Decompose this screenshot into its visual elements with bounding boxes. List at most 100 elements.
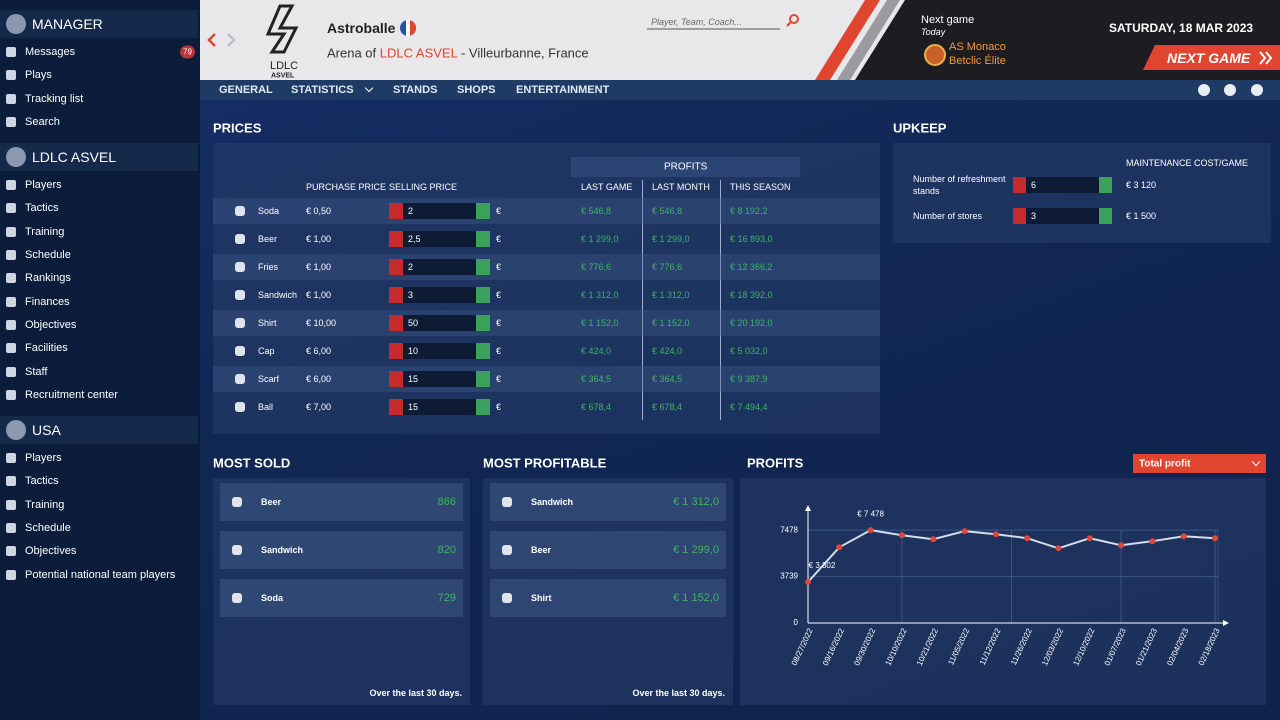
minus-button[interactable] [389,231,403,247]
nav-item[interactable]: Messages [25,46,76,58]
price-input[interactable] [403,259,476,275]
item-value: 866 [437,496,456,508]
search-icon[interactable] [789,14,799,24]
nav-item[interactable]: Training [25,225,65,238]
minus-button[interactable] [389,315,403,331]
price-input[interactable] [403,203,476,219]
count-input[interactable] [1026,177,1099,193]
minus-button[interactable] [389,399,403,415]
data-point [836,544,843,551]
plus-button[interactable] [476,315,490,331]
x-tick-label: 02/04/2023 [1165,626,1190,667]
x-tick-label: 02/18/2023 [1197,626,1222,667]
minus-button[interactable] [389,203,403,219]
price-input[interactable] [403,287,476,303]
nav-item[interactable]: Search [25,115,60,128]
icon [235,402,245,412]
toolbar-icon[interactable] [1224,84,1236,96]
row-bg [213,198,880,224]
icon [6,180,16,190]
tab[interactable]: SHOPS [457,84,496,96]
logo-text: LDLC [270,60,299,72]
icon [235,262,245,272]
plus-button[interactable] [476,287,490,303]
nav-item[interactable]: Schedule [25,248,71,261]
plus-button[interactable] [476,203,490,219]
tab[interactable]: GENERAL [219,84,273,96]
plus-button[interactable] [476,343,490,359]
price-input[interactable] [403,315,476,331]
nav-item[interactable]: Finances [25,295,70,308]
section-title[interactable]: LDLC ASVEL [32,149,117,165]
price-input[interactable] [403,231,476,247]
section-title[interactable]: USA [32,422,61,438]
tab[interactable]: STANDS [393,84,438,96]
profit-chart: 0 3739 7478 08/27/2022 € 3 302 09/16/2022 09/3… [780,505,1229,667]
selling-price: 15 [408,374,419,384]
toolbar-icon[interactable] [1251,84,1263,96]
icon [6,569,16,580]
nav-item[interactable]: Objectives [25,545,77,558]
minus-button[interactable] [389,371,403,387]
nav-item[interactable]: Players [25,179,62,191]
tab[interactable]: STATISTICS [291,84,354,96]
panel [213,143,880,434]
price-input[interactable] [403,371,476,387]
count-input[interactable] [1026,208,1099,224]
dropdown[interactable] [1133,454,1266,473]
next-game-button[interactable]: NEXT GAME [1167,50,1251,66]
nav-item[interactable]: Facilities [25,342,68,355]
badge: 79 [180,45,195,59]
minus-button[interactable] [389,343,403,359]
nav-item[interactable]: Tracking list [25,92,84,105]
panel [213,478,470,705]
y-tick-label: 0 [794,618,799,627]
nav-item[interactable]: Plays [25,69,52,82]
price-input[interactable] [403,343,476,359]
nav-item[interactable]: Tactics [25,475,59,488]
plus-button[interactable] [1099,177,1112,193]
icon [235,318,245,328]
nav-item[interactable]: Players [25,452,62,464]
club-name[interactable]: LDLC ASVEL [379,45,458,61]
item-value: 729 [437,592,456,604]
axis-arrow [1223,620,1229,626]
plus-button[interactable] [476,231,490,247]
selling-price: 50 [408,318,419,328]
item-name: Scarf [258,374,280,384]
section-title[interactable]: MANAGER [32,16,103,32]
minus-button[interactable] [389,287,403,303]
forward-arrow[interactable] [227,33,236,47]
tab[interactable]: ENTERTAINMENT [516,84,610,96]
item-name: Shirt [531,593,552,603]
back-arrow[interactable] [207,33,216,47]
nav-item[interactable]: Potential national team players [25,568,176,581]
upkeep-label: Number of refreshment stands [913,174,1006,196]
nav-item[interactable]: Staff [25,365,48,378]
dropdown-label[interactable]: Total profit [1139,458,1191,470]
minus-button[interactable] [389,259,403,275]
plus-button[interactable] [476,371,490,387]
plus-button[interactable] [476,259,490,275]
search-input[interactable]: Player, Team, Coach... [651,17,742,27]
icon [6,366,16,377]
toolbar-icon[interactable] [1198,84,1210,96]
nav-item[interactable]: Schedule [25,521,71,534]
nav-item[interactable]: Rankings [25,272,71,285]
chevrons [1259,51,1273,65]
nav-item[interactable]: Objectives [25,318,77,331]
nav-item[interactable]: Tactics [25,202,59,215]
plus-button[interactable] [476,399,490,415]
nav-item[interactable]: Training [25,498,65,511]
item-name: Shirt [258,318,277,328]
nav-item[interactable]: Recruitment center [25,388,118,401]
value-label: € 3 302 [809,561,836,570]
plus-button[interactable] [1099,208,1112,224]
x-tick-label: 10/10/2022 [884,626,909,667]
minus-button[interactable] [1013,208,1026,224]
icon [6,116,16,127]
next-game-button[interactable] [1143,45,1280,70]
price-input[interactable] [403,399,476,415]
section-title: PRICES [213,120,262,136]
minus-button[interactable] [1013,177,1026,193]
